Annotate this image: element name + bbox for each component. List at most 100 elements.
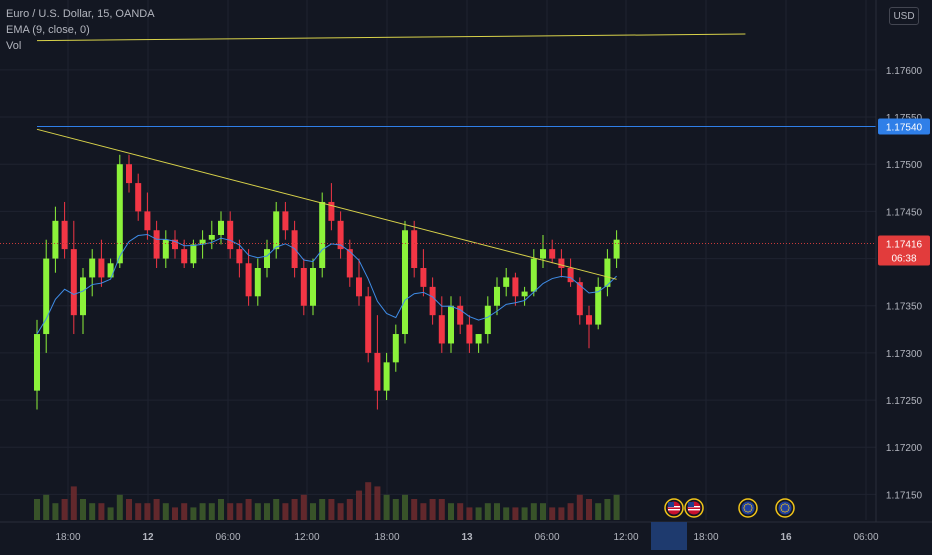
candle-body <box>181 249 188 264</box>
flag-base <box>778 501 792 515</box>
price-axis-background <box>876 0 932 550</box>
candle-body <box>475 334 482 344</box>
volume-bar <box>558 507 565 520</box>
candle-body <box>429 286 436 316</box>
flag-canton <box>668 502 674 507</box>
candle-body <box>466 324 473 344</box>
price-tick-label: 1.17250 <box>886 396 923 407</box>
volume-bar <box>420 503 427 520</box>
volume-bar <box>383 494 390 520</box>
flag-star <box>780 505 783 507</box>
flag-star <box>749 503 751 506</box>
candle-body <box>595 286 602 325</box>
time-tick-label: 16 <box>780 532 792 543</box>
volume-bar <box>438 499 445 520</box>
time-tick-label: 18:00 <box>693 532 718 543</box>
flag-star <box>782 510 784 513</box>
chart-legend: Euro / U.S. Dollar, 15, OANDA EMA (9, cl… <box>6 6 155 54</box>
flag-star <box>751 507 753 509</box>
flag-stripe <box>688 509 700 511</box>
candle-body <box>310 268 316 306</box>
volume-bar <box>586 499 592 520</box>
candles <box>34 154 620 410</box>
candle-body <box>558 258 565 268</box>
candle-body <box>273 211 280 250</box>
upper-trendline <box>36 33 746 42</box>
volume-bar <box>80 499 86 520</box>
volume-bar <box>595 503 602 520</box>
flag-star <box>749 510 751 513</box>
candle-body <box>448 305 454 344</box>
time-tick-label: 12:00 <box>294 532 319 543</box>
flag-star <box>780 509 783 511</box>
candle-body <box>374 352 381 391</box>
candle-body <box>162 239 169 259</box>
volume-bar <box>199 503 206 520</box>
candle-body <box>567 268 574 283</box>
time-axis[interactable]: 18:00 12 06:00 12:00 18:00 13 06:00 12:00 18:00 1… <box>0 521 932 550</box>
candle-body <box>319 201 326 268</box>
last-price-tag <box>878 235 930 266</box>
volume-bar <box>466 507 473 520</box>
volume-bar <box>245 499 252 520</box>
ema-line <box>36 233 617 335</box>
volume-bar <box>549 507 556 520</box>
volume-bar <box>328 499 335 520</box>
time-tick-label: 18:00 <box>55 532 80 543</box>
event-markers[interactable] <box>664 498 795 518</box>
eu-flag-icon[interactable] <box>738 498 758 518</box>
candle-body <box>153 230 160 259</box>
volume-bar <box>346 499 353 520</box>
volume-bar <box>521 507 528 520</box>
price-tick-label: 1.17450 <box>886 207 923 218</box>
candle-body <box>52 220 59 259</box>
candle-body <box>576 282 583 316</box>
candle-body <box>530 258 537 292</box>
candle-body <box>135 183 142 212</box>
us-flag-icon[interactable] <box>664 498 684 518</box>
flag-star <box>743 507 745 509</box>
flag-star <box>782 503 784 506</box>
candle-body <box>549 249 556 259</box>
us-flag-icon[interactable] <box>684 498 704 518</box>
candle-body <box>521 291 528 297</box>
candle-body <box>484 305 491 335</box>
flag-star <box>750 505 753 507</box>
ema-indicator-label[interactable]: EMA (9, close, 0) <box>6 24 90 36</box>
candle-body <box>70 249 77 316</box>
price-tick-label: 1.17200 <box>886 443 923 454</box>
volume-bar <box>89 503 96 520</box>
volume-bar <box>208 503 215 520</box>
time-tick-label: 06:00 <box>853 532 878 543</box>
candle-body <box>172 239 178 250</box>
volume-bar <box>540 503 546 520</box>
flag-star <box>784 511 786 513</box>
volume-indicator-label[interactable]: Vol <box>6 40 22 52</box>
volume-bar <box>494 503 500 520</box>
candle-body <box>420 268 427 287</box>
symbol-title[interactable]: Euro / U.S. Dollar, 15, OANDA <box>6 8 155 20</box>
level-price-label: 1.17540 <box>886 122 923 133</box>
volume-bar <box>530 503 537 520</box>
candle-body <box>89 258 96 278</box>
candle-body <box>438 315 445 344</box>
lower-trendline <box>36 128 617 280</box>
candle-body <box>61 220 68 250</box>
candle-body <box>328 201 335 221</box>
eu-flag-icon[interactable] <box>775 498 795 518</box>
volume-bar <box>310 503 316 520</box>
volume-bar <box>457 503 464 520</box>
candle-body <box>402 230 408 335</box>
flag-star <box>787 505 790 507</box>
volume-bar <box>273 499 280 520</box>
countdown-label: 06:38 <box>891 253 916 264</box>
candle-body <box>512 277 519 297</box>
price-axis[interactable]: 1.176001.175501.175001.174501.173501.173… <box>875 0 932 550</box>
flag-star <box>747 511 749 513</box>
volume-bar <box>190 507 197 520</box>
currency-button[interactable]: USD <box>889 7 919 25</box>
volume-bar <box>291 499 298 520</box>
